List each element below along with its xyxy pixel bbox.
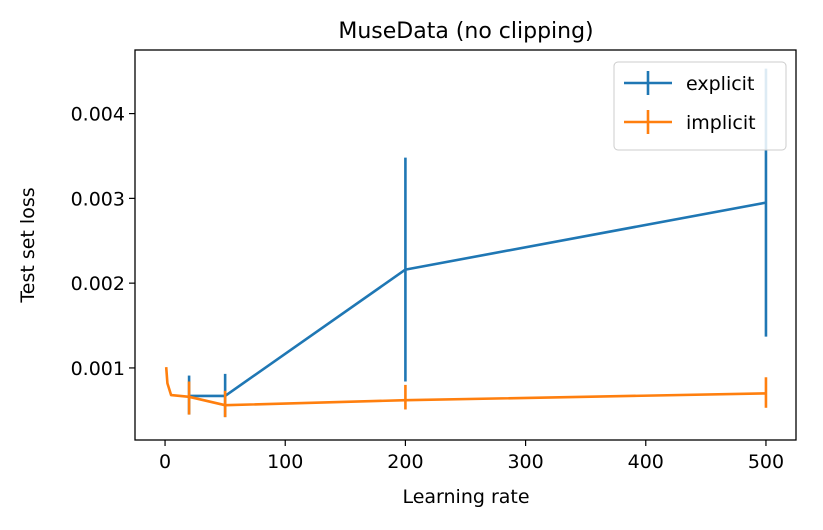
y-tick-label: 0.001 <box>71 358 125 380</box>
x-tick-label: 300 <box>507 451 543 473</box>
legend: explicit implicit <box>613 61 787 151</box>
series-implicit <box>164 367 768 418</box>
x-tick-label: 500 <box>748 451 784 473</box>
x-axis: 0 100 200 300 400 500 <box>159 440 784 473</box>
x-tick-label: 100 <box>267 451 303 473</box>
x-tick-label: 400 <box>628 451 664 473</box>
series-line-explicit <box>189 201 767 398</box>
x-axis-label: Learning rate <box>402 486 529 508</box>
y-tick-label: 0.002 <box>71 273 125 295</box>
x-tick-label: 0 <box>159 451 171 473</box>
chart-title: MuseData (no clipping) <box>338 19 593 44</box>
x-tick-label: 200 <box>387 451 423 473</box>
legend-label-explicit: explicit <box>686 73 754 95</box>
y-tick-label: 0.003 <box>71 188 125 210</box>
plot-frame <box>134 49 797 441</box>
y-tick-label: 0.004 <box>71 104 125 126</box>
y-axis: 0.001 0.002 0.003 0.004 <box>71 104 135 380</box>
plot-area <box>164 68 768 418</box>
legend-label-implicit: implicit <box>686 112 756 134</box>
y-axis-label: Test set loss <box>17 187 39 303</box>
